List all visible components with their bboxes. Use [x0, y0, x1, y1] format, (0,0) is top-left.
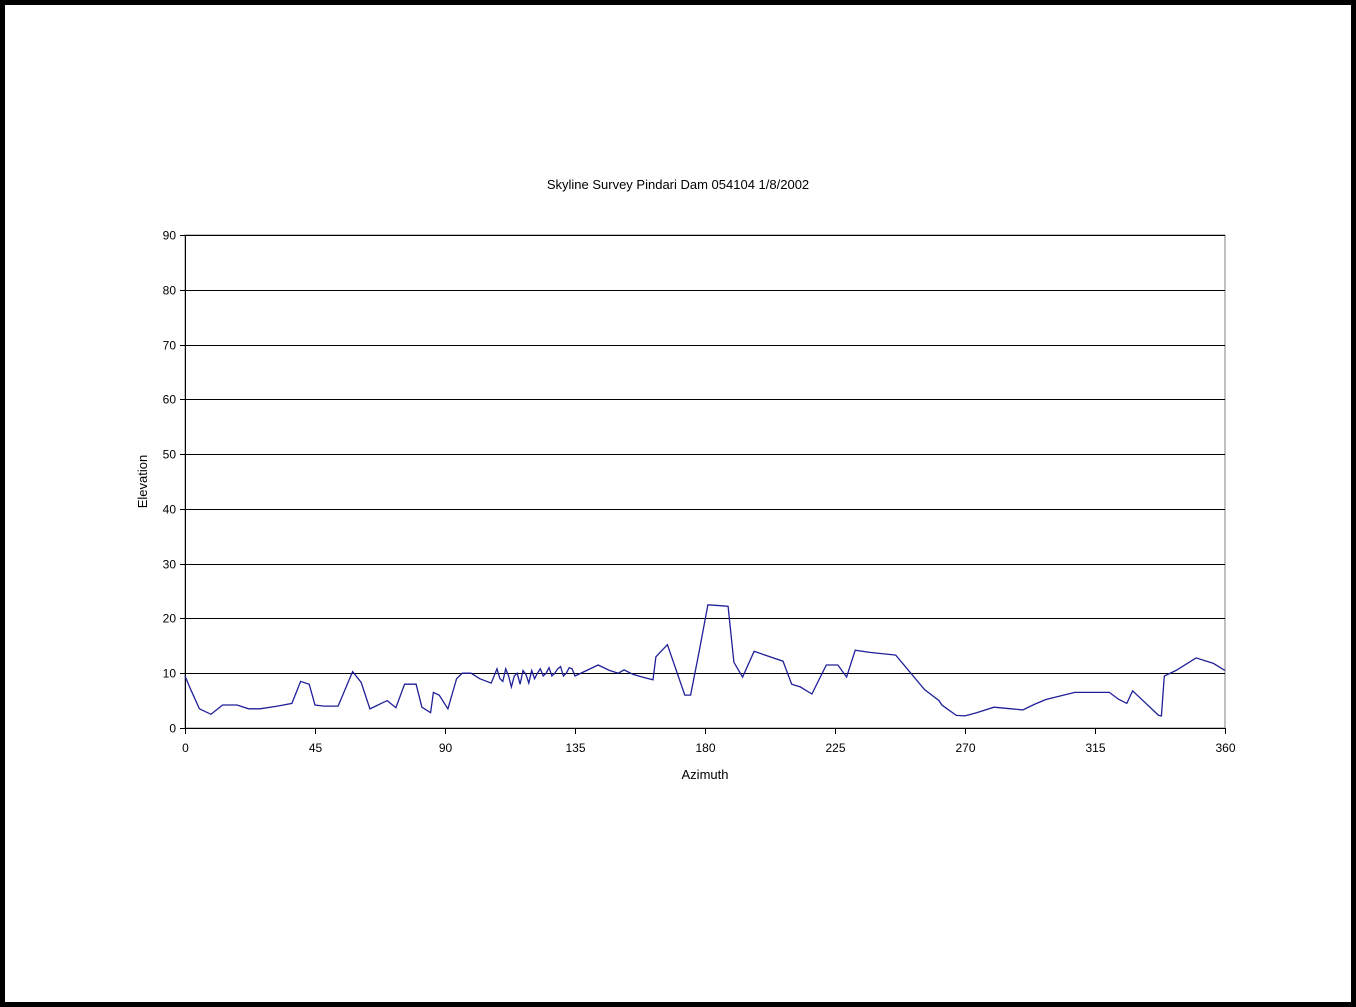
x-tick-label: 180	[695, 741, 715, 755]
x-tick-label: 135	[565, 741, 585, 755]
y-tick-label: 30	[163, 558, 177, 572]
y-tick-label: 60	[163, 393, 177, 407]
y-tick-label: 10	[163, 667, 177, 681]
y-tick-label: 20	[163, 612, 177, 626]
y-tick-label: 50	[163, 448, 177, 462]
chart-title: Skyline Survey Pindari Dam 054104 1/8/20…	[546, 177, 810, 192]
series-line	[184, 604, 1226, 717]
x-tick-label: 90	[439, 741, 453, 755]
x-tick-label: 45	[309, 741, 323, 755]
x-tick-label: 225	[825, 741, 845, 755]
y-tick-label: 40	[163, 503, 177, 517]
y-tick-label: 0	[169, 722, 176, 736]
y-axis-title: Elevation	[135, 455, 150, 508]
x-tick-label: 0	[182, 741, 189, 755]
x-tick-label: 270	[955, 741, 975, 755]
y-tick-label: 90	[163, 229, 177, 243]
x-axis-title: Azimuth	[682, 767, 729, 782]
x-tick-label: 315	[1085, 741, 1105, 755]
plot-area	[184, 234, 1226, 729]
y-tick-label: 70	[163, 339, 177, 353]
y-tick-label: 80	[163, 284, 177, 298]
x-tick-label: 360	[1215, 741, 1235, 755]
